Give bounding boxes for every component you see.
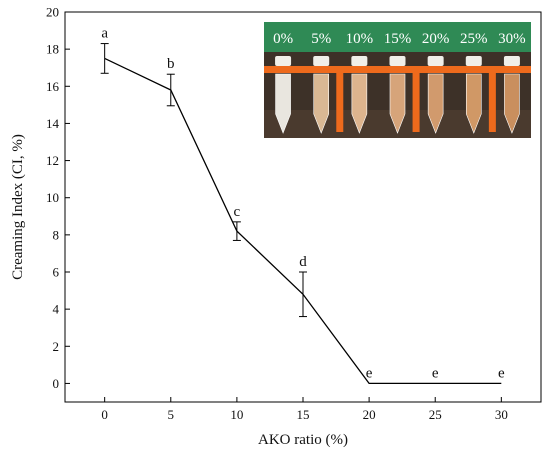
x-tick-label: 0 — [101, 407, 108, 422]
significance-label: e — [432, 365, 439, 381]
significance-label: c — [234, 204, 241, 220]
significance-label: b — [167, 56, 175, 72]
y-tick-label: 16 — [46, 79, 60, 94]
error-bars — [100, 43, 307, 318]
y-tick-label: 4 — [53, 302, 60, 317]
y-tick-label: 0 — [53, 376, 60, 391]
significance-label: e — [498, 365, 505, 381]
y-tick-label: 8 — [53, 227, 60, 242]
error-bar-5 — [166, 73, 175, 107]
sample-tube — [465, 73, 482, 134]
tube-rack-top — [264, 66, 531, 73]
sample-tube — [389, 73, 406, 134]
significance-label: a — [101, 26, 108, 42]
x-axis-title: AKO ratio (%) — [258, 432, 348, 448]
error-bar-15 — [299, 271, 307, 318]
tube-cap — [465, 56, 482, 66]
tube-label: 10% — [346, 31, 374, 47]
tube-cap — [275, 56, 292, 66]
inset-photo: 0% 5% 10% 15% 20% 25% 30% — [264, 22, 531, 138]
y-tick-label: 18 — [46, 42, 59, 57]
x-tick-label: 30 — [495, 407, 508, 422]
tube-cap — [389, 56, 406, 66]
tube-label: 30% — [498, 31, 526, 47]
tube-label: 15% — [384, 31, 412, 47]
x-tick-label: 5 — [168, 407, 175, 422]
rack-leg — [336, 66, 344, 132]
tube-cap — [313, 56, 330, 66]
tube-cap — [503, 56, 520, 66]
y-tick-label: 2 — [53, 339, 60, 354]
sample-tube — [313, 73, 330, 134]
rack-leg — [412, 66, 420, 132]
x-tick-label: 20 — [363, 407, 376, 422]
tube-label: 5% — [311, 31, 331, 47]
error-bar-10 — [232, 221, 241, 241]
significance-labels: a b c d e e e — [101, 26, 505, 382]
y-tick-label: 14 — [46, 116, 60, 131]
y-axis-ticks: 0 2 4 6 8 10 12 14 16 18 20 — [46, 5, 70, 391]
x-tick-label: 25 — [429, 407, 442, 422]
x-tick-label: 15 — [297, 407, 310, 422]
x-tick-label: 10 — [230, 407, 243, 422]
y-tick-label: 12 — [46, 153, 59, 168]
tube-label: 20% — [422, 31, 450, 47]
tube-cap — [427, 56, 444, 66]
tube-label: 25% — [460, 31, 488, 47]
y-tick-label: 6 — [53, 265, 60, 280]
sample-tube — [275, 73, 291, 134]
significance-label: e — [366, 365, 373, 381]
sample-tube — [427, 73, 444, 134]
rack-leg — [488, 66, 496, 132]
sample-tube — [351, 73, 368, 134]
y-tick-label: 10 — [46, 190, 59, 205]
error-bar-0 — [100, 43, 109, 74]
tube-cap — [351, 56, 368, 66]
x-axis-ticks: 0 5 10 15 20 25 30 — [101, 397, 508, 422]
y-axis-title: Creaming Index (CI, %) — [10, 134, 26, 280]
sample-tube — [504, 73, 520, 134]
significance-label: d — [299, 254, 307, 270]
inset-header — [264, 22, 531, 52]
tube-label: 0% — [273, 31, 293, 47]
y-tick-label: 20 — [46, 5, 59, 20]
